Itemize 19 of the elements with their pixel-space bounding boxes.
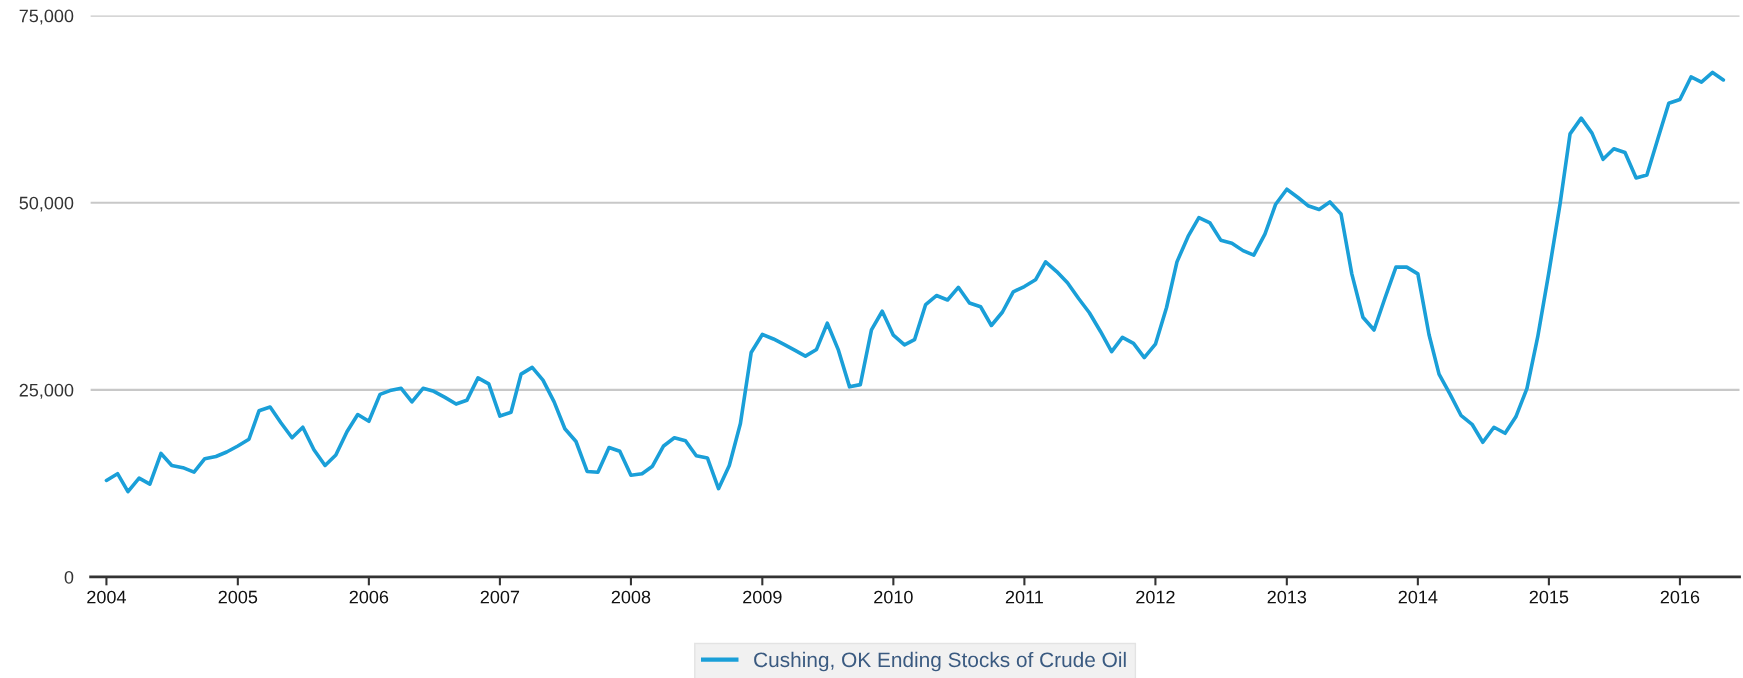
x-tick-label: 2015 [1529,590,1569,604]
x-tick-label: 2016 [1660,590,1700,604]
x-tick-label: 2008 [611,590,651,604]
x-tick-label: 2010 [874,590,913,604]
y-tick-label: 0 [64,570,74,584]
x-tick-label: 2011 [1005,590,1043,604]
legend-label: Cushing, OK Ending Stocks of Crude Oil [754,651,1126,672]
line-series [104,70,1726,494]
x-tick-label: 2004 [87,590,126,604]
x-tick-label: 2006 [349,590,389,604]
x-tick-label: 2005 [218,590,258,604]
x-tick-label: 2009 [743,590,782,604]
y-tick-label: 75,000 [19,9,74,25]
x-tick-label: 2013 [1267,590,1307,604]
x-tick-label: 2007 [480,590,520,604]
x-tick-label: 2012 [1136,590,1175,604]
y-tick-label: 25,000 [19,383,74,399]
x-tick-label: 2014 [1398,590,1438,604]
y-tick-label: 50,000 [19,196,74,212]
